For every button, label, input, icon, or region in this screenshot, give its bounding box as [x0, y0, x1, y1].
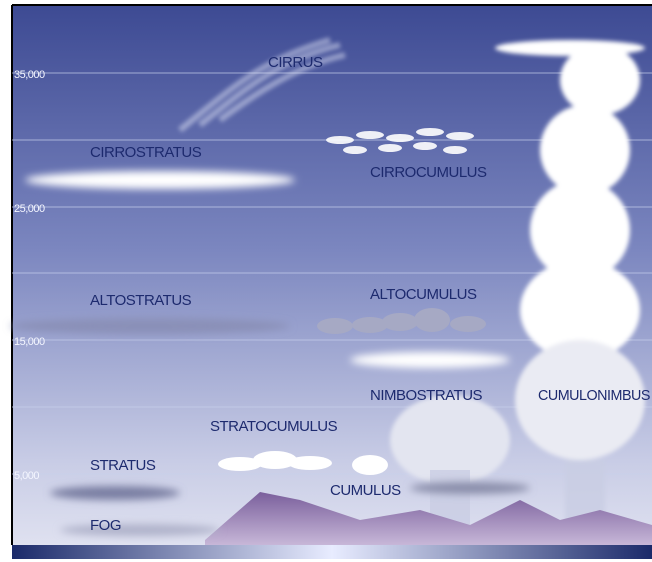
cloud-label: CUMULONIMBUS	[538, 387, 650, 404]
ground-bar	[12, 545, 652, 559]
cumulus	[352, 455, 388, 475]
cumulus-shadow	[410, 482, 530, 494]
altostratus	[10, 318, 290, 334]
cloud-label: STRATOCUMULUS	[210, 418, 338, 435]
fog	[60, 524, 220, 536]
altitude-label: 15,000	[14, 336, 45, 348]
nimbostratus-top	[350, 352, 510, 368]
stratus	[50, 486, 180, 500]
cloud-diagram: 35,000 25,000 15,000 5,000 CIRRUS CIRROS…	[0, 0, 652, 562]
cloud-label: STRATUS	[90, 457, 156, 474]
cloud-label: ALTOSTRATUS	[90, 292, 192, 309]
cloud-label: CIRROSTRATUS	[90, 144, 202, 161]
cirrostratus	[25, 171, 295, 189]
cloud-label: CUMULUS	[330, 482, 401, 499]
altitude-label: 25,000	[14, 203, 45, 215]
altitude-label: 35,000	[14, 69, 45, 81]
cloud-label: CIRRUS	[268, 54, 323, 71]
cloud-label: CIRROCUMULUS	[370, 164, 487, 181]
altitude-label: 5,000	[14, 470, 39, 482]
cloud-label: FOG	[90, 517, 121, 534]
cloud-label: ALTOCUMULUS	[370, 286, 477, 303]
cloud-label: NIMBOSTRATUS	[370, 387, 483, 404]
